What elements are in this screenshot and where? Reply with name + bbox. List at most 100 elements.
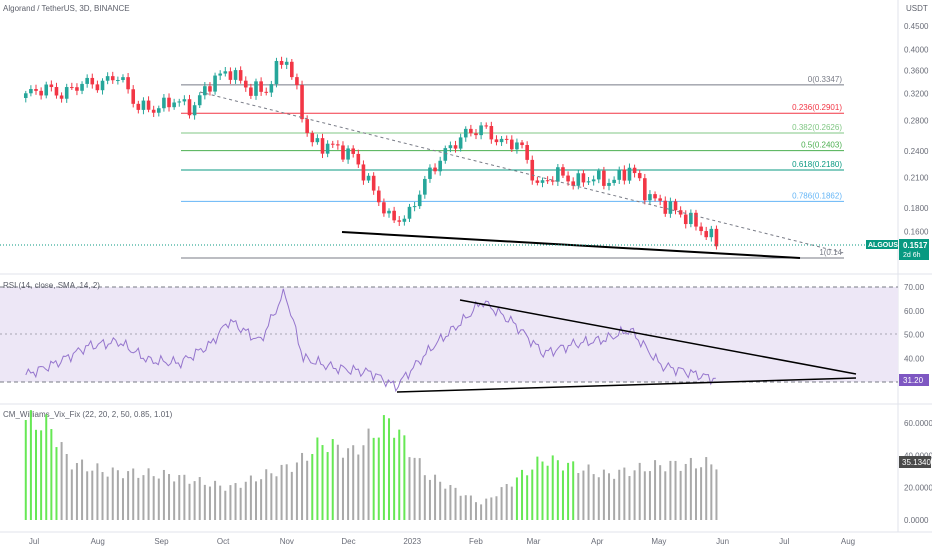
candle-body — [704, 231, 709, 238]
candle-body — [622, 169, 627, 181]
vix-bar — [500, 487, 503, 520]
candle-body — [382, 202, 386, 214]
vix-bar — [531, 469, 534, 520]
price-tick: 0.1800 — [904, 204, 929, 213]
candle-body — [668, 201, 673, 214]
candle-body — [417, 194, 422, 207]
vix-bar — [628, 476, 631, 520]
vix-bar — [101, 472, 104, 520]
vix-bar — [244, 481, 247, 520]
candle-body — [607, 182, 611, 186]
vix-bar — [127, 471, 130, 520]
vix-bar — [121, 478, 124, 520]
vix-bar — [434, 474, 437, 520]
vix-bar — [485, 498, 488, 520]
rsi-upper-trendline[interactable] — [459, 299, 857, 375]
vix-bar — [137, 477, 140, 520]
rsi-current: 31.20 — [903, 376, 924, 385]
rsi-title[interactable]: RSI (14, close, SMA, 14, 2) — [3, 281, 100, 290]
candle-body — [223, 71, 228, 74]
candle-body — [387, 210, 391, 214]
vix-bar — [623, 467, 626, 520]
candle-body — [197, 95, 202, 106]
candle-body — [694, 212, 698, 227]
candle-body — [356, 153, 361, 165]
vix-bar — [270, 473, 273, 520]
vix-bar — [316, 437, 319, 520]
vix-bar — [255, 481, 257, 520]
rsi-lower-trendline[interactable] — [396, 377, 857, 393]
vix-axis: 60.0000 40.0000 20.0000 0.0000 — [904, 419, 932, 525]
candle-body — [392, 210, 396, 221]
vix-bar — [29, 410, 32, 520]
candle-body — [469, 128, 473, 134]
vix-bar — [689, 457, 692, 520]
chart-title[interactable]: Algorand / TetherUS, 3D, BINANCE — [3, 4, 130, 13]
candle-body — [637, 173, 642, 179]
candle-body — [208, 86, 212, 92]
vix-bar — [638, 462, 641, 520]
vix-bar — [551, 455, 554, 520]
fib-level-label: 1(0.14 — [819, 248, 842, 257]
vix-bar — [224, 490, 227, 520]
currency-label: USDT — [906, 4, 928, 13]
vix-title[interactable]: CM_Williams_Vix_Fix (22, 20, 2, 50, 0.85… — [3, 410, 173, 419]
vix-bar — [60, 442, 63, 520]
vix-bar — [24, 420, 27, 520]
candle-body — [39, 90, 43, 96]
candle-body — [571, 181, 575, 186]
candle-body — [325, 143, 330, 154]
vix-bar — [111, 467, 114, 520]
vix-bar — [96, 463, 99, 520]
vix-bar — [362, 445, 365, 520]
vix-bar — [372, 437, 375, 520]
candle-body — [336, 144, 340, 146]
candle-body — [479, 125, 483, 136]
vix-bar — [449, 485, 452, 520]
vix-bar — [178, 475, 181, 520]
vix-bar — [162, 469, 165, 520]
candle-body — [146, 100, 151, 110]
price-tick: 0.4000 — [904, 45, 929, 54]
vix-bar — [464, 495, 467, 520]
candle-body — [243, 80, 248, 88]
candle-body — [274, 60, 279, 85]
vix-bar — [439, 481, 442, 520]
candle-body — [213, 75, 217, 92]
vix-bar — [700, 467, 703, 520]
fib-retracement[interactable]: 0(0.3347) 0.236(0.2901) 0.382(0.2626) 0.5(0… — [181, 75, 844, 259]
candle-body — [141, 100, 146, 110]
candle-body — [397, 220, 402, 222]
candle-body — [136, 103, 141, 110]
candle-body — [407, 206, 412, 219]
vix-bar — [188, 483, 191, 520]
vix-bar — [664, 471, 667, 520]
vix-bar — [280, 464, 283, 520]
vix-bar — [55, 447, 58, 520]
vix-bar — [526, 475, 529, 520]
price-tick: 0.3600 — [904, 66, 929, 75]
candle-body — [44, 84, 49, 96]
rsi-tick: 50.00 — [904, 331, 925, 340]
vix-bar — [295, 462, 298, 520]
vix-bar — [608, 473, 611, 520]
candle-body — [167, 97, 171, 108]
vix-bar — [567, 462, 570, 520]
candle-body — [279, 60, 284, 65]
candle-body — [504, 138, 509, 140]
candle-body — [433, 167, 437, 172]
descending-trendline[interactable] — [199, 91, 845, 254]
vix-bar — [388, 418, 391, 520]
candle-body — [264, 91, 269, 93]
vix-bar — [715, 469, 718, 520]
fib-level-label: 0.382(0.2626) — [792, 123, 842, 132]
symbol-badge-bg — [866, 240, 898, 249]
vix-bar — [654, 460, 657, 520]
candle-body — [305, 119, 309, 134]
candle-body — [453, 145, 458, 149]
vix-bar — [587, 464, 590, 520]
candle-body — [515, 142, 519, 150]
candle-body — [683, 214, 688, 225]
vix-bar — [347, 448, 350, 520]
